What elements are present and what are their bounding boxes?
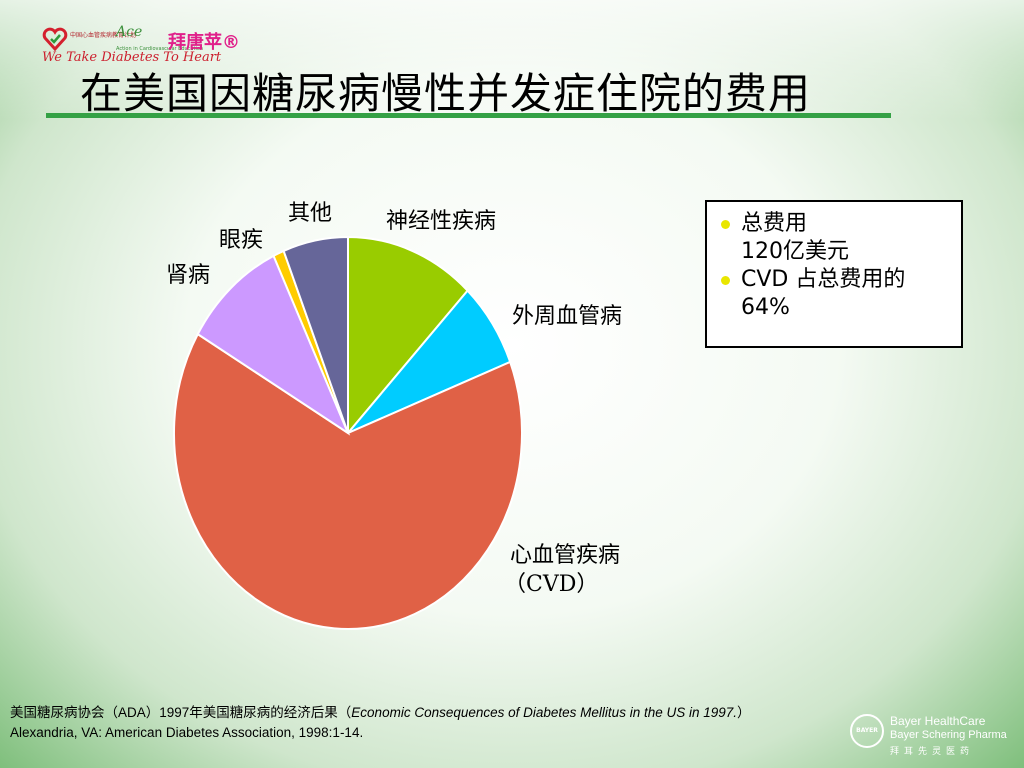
info-cvd-label: CVD 占总费用的 — [741, 267, 906, 292]
bullet-icon — [721, 276, 730, 285]
logo-program-text: 中国心血管疾病教育计划 — [70, 32, 137, 39]
header-band — [0, 0, 1024, 120]
bayer-schering-text: Bayer Schering Pharma — [890, 729, 1007, 741]
citation-part1: 美国糖尿病协会（ADA）1997年美国糖尿病的经济后果（ — [10, 705, 352, 720]
info-item-total: 总费用 120亿美元 — [721, 210, 955, 266]
pie-slice-nephropathy — [196, 254, 351, 436]
title-rule — [46, 113, 891, 118]
bayer-logo: BAYER Bayer HealthCare Bayer Schering Ph… — [850, 712, 1020, 762]
logo-area: 中国心血管疾病教育计划 Ace Action in Cardiovascular… — [40, 20, 270, 68]
page-title: 在美国因糖尿病慢性并发症住院的费用 — [80, 69, 812, 118]
bayer-healthcare-text: Bayer HealthCare — [890, 714, 986, 728]
ace-logo: Ace — [116, 24, 143, 40]
slice-label-peripheral-vascular: 外周血管病 — [512, 304, 623, 329]
tagline: We Take Diabetes To Heart — [42, 50, 222, 65]
bayer-chinese-text: 拜耳先灵医药 — [890, 746, 975, 756]
info-total-value: 120亿美元 — [741, 239, 849, 264]
slice-label-other: 其他 — [288, 201, 333, 226]
bullet-icon — [721, 220, 730, 229]
slice-label-neuropathy: 神经性疾病 — [386, 209, 497, 234]
pie-slice-neuropathy — [347, 235, 469, 436]
citation-part2: ） — [737, 705, 751, 720]
ace-logo-tagline: Action in Cardiovascular Education — [116, 46, 204, 52]
citation: 美国糖尿病协会（ADA）1997年美国糖尿病的经济后果（Economic Con… — [10, 703, 840, 743]
info-box: 总费用 120亿美元 CVD 占总费用的 64% — [705, 200, 963, 348]
pie-slice-cvd — [173, 332, 523, 630]
slice-label-cvd: 心血管疾病 — [510, 543, 621, 568]
slice-label-nephropathy: 肾病 — [166, 263, 211, 288]
citation-italic: Economic Consequences of Diabetes Mellit… — [351, 705, 738, 720]
info-item-cvd-share: CVD 占总费用的 64% — [721, 266, 955, 322]
citation-line2: Alexandria, VA: American Diabetes Associ… — [10, 725, 364, 740]
bayer-cross-icon: BAYER — [850, 714, 884, 748]
brand-logo: 拜唐苹® — [168, 32, 240, 53]
pie-slice-other — [282, 235, 349, 434]
pie-slices — [173, 235, 523, 630]
slice-label-cvd-abbr: （CVD） — [504, 572, 599, 597]
info-cvd-value: 64% — [741, 295, 790, 320]
heart-logo-icon — [42, 27, 68, 52]
slice-label-eye-disease: 眼疾 — [219, 228, 264, 253]
info-total-label: 总费用 — [741, 211, 808, 236]
